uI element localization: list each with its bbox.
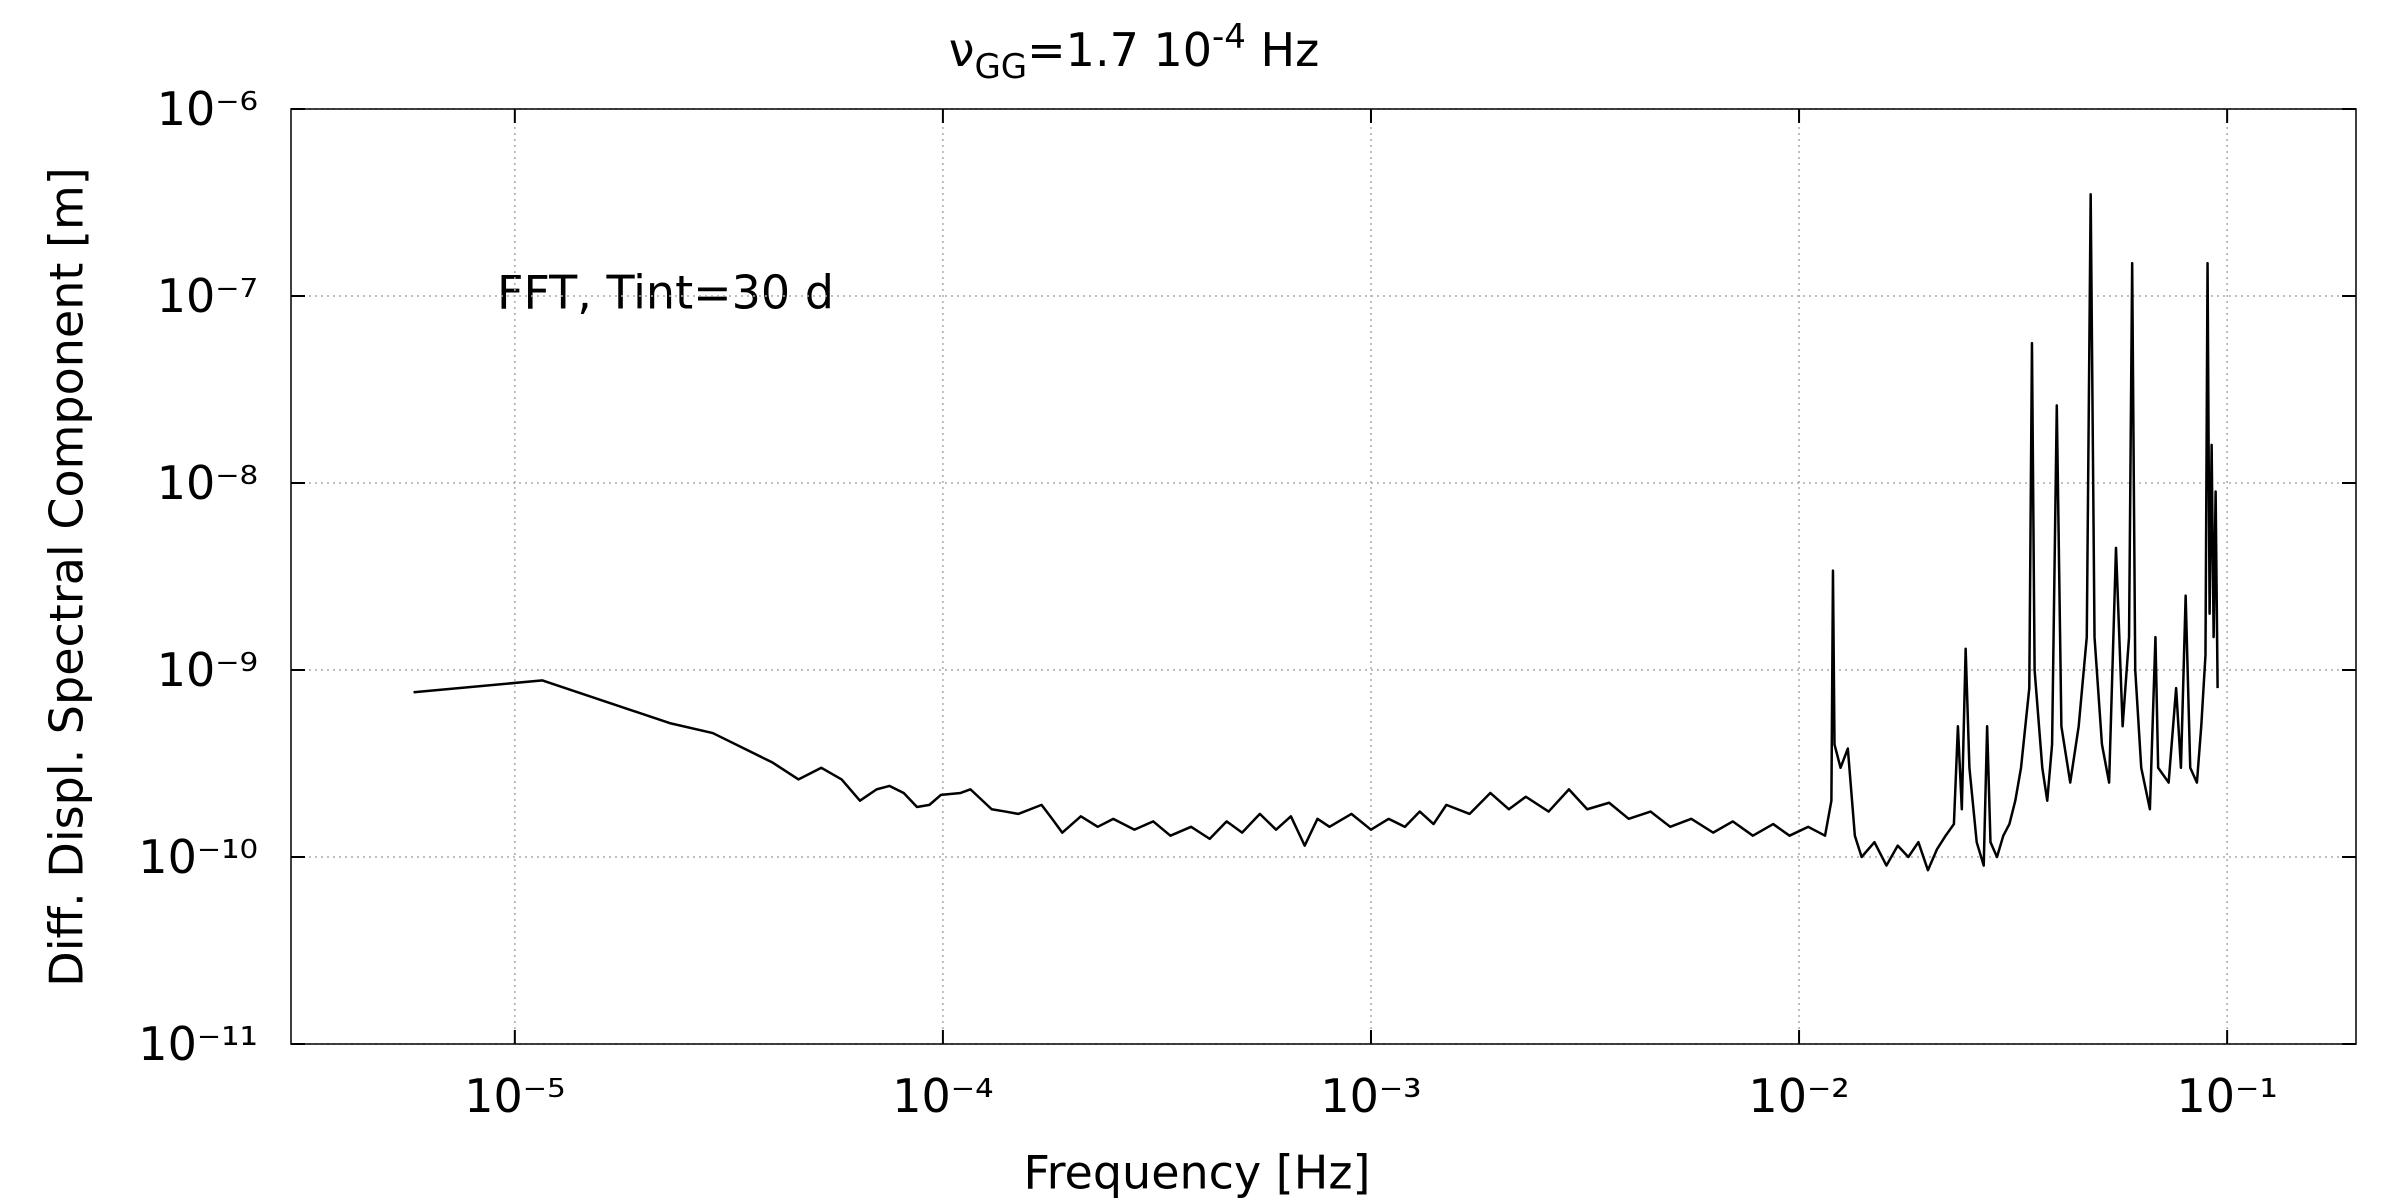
x-tick-label: 10⁻⁴ bbox=[892, 1069, 993, 1123]
plot-frame bbox=[290, 108, 2357, 1045]
title-part: =1.7 10 bbox=[1027, 23, 1212, 77]
y-tick-label: 10⁻⁶ bbox=[157, 82, 258, 136]
title-part: -4 bbox=[1212, 17, 1246, 57]
y-tick-label: 10⁻⁹ bbox=[157, 643, 258, 697]
y-tick-label: 10⁻¹¹ bbox=[138, 1017, 258, 1071]
data-line bbox=[413, 193, 2219, 872]
x-tick-label: 10⁻⁵ bbox=[464, 1069, 565, 1123]
title-part: Hz bbox=[1246, 23, 1319, 77]
chart-title: νGG=1.7 10-4 Hz bbox=[949, 17, 1320, 87]
y-tick-label: 10⁻⁸ bbox=[157, 456, 258, 510]
x-tick-label: 10⁻² bbox=[1748, 1069, 1849, 1123]
x-tick-label: 10⁻¹ bbox=[2177, 1069, 2278, 1123]
x-tick-label: 10⁻³ bbox=[1320, 1069, 1421, 1123]
y-tick-label: 10⁻⁷ bbox=[157, 269, 258, 323]
y-axis-label: Diff. Displ. Spectral Component [m] bbox=[40, 167, 94, 986]
annotation: FFT, Tint=30 d bbox=[497, 266, 834, 320]
title-part: GG bbox=[974, 47, 1027, 87]
x-axis-label: Frequency [Hz] bbox=[1024, 1146, 1371, 1200]
title-part: ν bbox=[949, 23, 975, 77]
y-tick-label: 10⁻¹⁰ bbox=[138, 830, 258, 884]
